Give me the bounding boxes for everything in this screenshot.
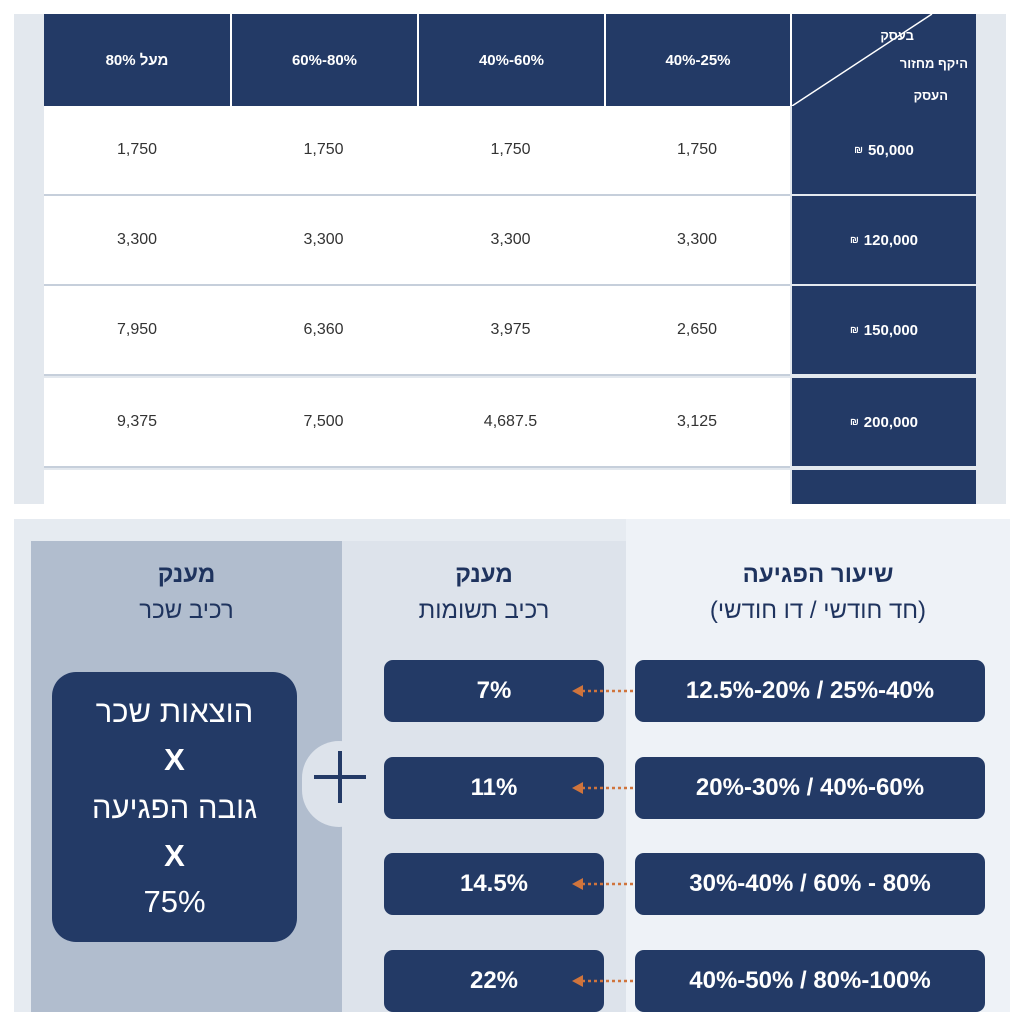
- dotted-arrow-icon: [572, 878, 634, 890]
- corner-label-middle: היקף מחזור: [899, 56, 968, 71]
- damage-rate-range: 40%-50% / 80%-100%: [689, 967, 931, 994]
- inputs-grant-percent: 7%: [476, 677, 512, 704]
- row-header-turnover: ₪ 200,000: [792, 378, 976, 466]
- col-header-label: מעל 80%: [105, 51, 169, 69]
- damage-rate-range: 12.5%-20% / 25%-40%: [685, 677, 935, 704]
- col-header-60-80: 60%-80%: [230, 14, 417, 106]
- formula-multiply-sign: X: [164, 742, 185, 777]
- inputs-grant-pill: 22%: [384, 950, 604, 1012]
- row-header-turnover: ₪ 150,000: [792, 286, 976, 374]
- table-row: 3,300 3,300 3,300 3,300 ₪ 120,000: [44, 196, 976, 286]
- row-header-turnover: ₪ 50,000: [792, 106, 976, 194]
- table-cell: 9,375: [116, 413, 158, 430]
- table-cell: 6,360: [303, 321, 344, 338]
- dotted-arrow-icon: [572, 975, 634, 987]
- plus-icon: [314, 751, 366, 803]
- row-background: [44, 286, 790, 376]
- dotted-arrow-icon: [572, 685, 634, 697]
- table-cell: 3,300: [303, 231, 344, 248]
- salary-formula-box: הוצאות שכר X גובה הפגיעה X 75%: [52, 672, 297, 942]
- dotted-arrow-icon: [572, 782, 634, 794]
- table-cell: 1,750: [676, 141, 718, 158]
- turnover-value: 120,000: [863, 231, 919, 249]
- formula-percent: 75%: [143, 884, 206, 919]
- row-background: [44, 196, 790, 286]
- grant-calculation-panel: שיעור הפגיעה (חד חודשי / דו חודשי) מענק …: [14, 519, 1010, 1012]
- shekel-icon: ₪: [849, 416, 859, 428]
- row-header-partial: [792, 470, 976, 504]
- table-row: 9,375 7,500 4,687.5 3,125 ₪ 200,000: [44, 378, 976, 468]
- turnover-value: 50,000: [867, 141, 914, 159]
- turnover-value: 150,000: [863, 321, 919, 339]
- inputs-grant-title: מענק: [455, 561, 513, 588]
- corner-label-bottom: העסק: [913, 88, 948, 103]
- table-row: 7,950 6,360 3,975 2,650 ₪ 150,000: [44, 286, 976, 376]
- shekel-icon: ₪: [854, 144, 863, 156]
- formula-damage-level: גובה הפגיעה: [91, 790, 258, 825]
- col-header-label: 40%-25%: [665, 51, 731, 69]
- damage-rate-title: שיעור הפגיעה: [742, 561, 894, 588]
- damage-rate-subtitle: (חד חודשי / דו חודשי): [709, 597, 927, 624]
- col-header-label: 60%-80%: [291, 51, 358, 69]
- table-cell: 4,687.5: [483, 413, 538, 430]
- damage-rate-range: 30%-40% / 60% - 80%: [689, 870, 931, 897]
- row-background: [44, 106, 790, 196]
- table-cell: 7,950: [116, 321, 158, 338]
- col-header-over-80: מעל 80%: [44, 14, 230, 106]
- damage-rate-pill: 20%-30% / 40%-60%: [635, 757, 985, 819]
- col-header-25-40: 40%-25%: [604, 14, 790, 106]
- corner-header: בעסק היקף מחזור העסק: [790, 14, 976, 106]
- table-cell: 3,125: [676, 413, 718, 430]
- damage-rate-range: 20%-30% / 40%-60%: [695, 774, 925, 801]
- diagonal-divider: [792, 14, 933, 106]
- corner-label-top: בעסק: [880, 28, 914, 43]
- table-cell: 3,300: [676, 231, 718, 248]
- row-header-turnover: ₪ 120,000: [792, 196, 976, 284]
- row-background: [44, 378, 790, 468]
- grant-table: מעל 80% 60%-80% 40%-60% 40%-25% בעסק היק…: [44, 14, 976, 504]
- col-header-label: 40%-60%: [478, 51, 545, 69]
- inputs-grant-pill: 11%: [384, 757, 604, 819]
- table-cell: 1,750: [303, 141, 344, 158]
- inputs-grant-percent: 14.5%: [459, 870, 529, 897]
- damage-rate-pill: 12.5%-20% / 25%-40%: [635, 660, 985, 722]
- table-cell: 1,750: [490, 141, 531, 158]
- table-cell: 7,500: [303, 413, 344, 430]
- row-background: [44, 470, 790, 504]
- table-cell: 1,750: [116, 141, 158, 158]
- shekel-icon: ₪: [849, 324, 859, 336]
- salary-grant-subtitle: רכיב שכר: [139, 597, 234, 624]
- turnover-value: 200,000: [863, 413, 919, 431]
- table-row: 1,750 1,750 1,750 1,750 ₪ 50,000: [44, 106, 976, 196]
- table-cell: 2,650: [676, 321, 718, 338]
- inputs-grant-pill: 7%: [384, 660, 604, 722]
- shekel-icon: ₪: [849, 234, 859, 246]
- inputs-grant-percent: 22%: [469, 967, 519, 994]
- damage-rate-pill: 40%-50% / 80%-100%: [635, 950, 985, 1012]
- salary-grant-title: מענק: [157, 561, 216, 588]
- col-header-40-60: 40%-60%: [417, 14, 604, 106]
- inputs-grant-subtitle: רכיב תשומות: [418, 597, 550, 624]
- damage-rate-pill: 30%-40% / 60% - 80%: [635, 853, 985, 915]
- inputs-grant-percent: 11%: [470, 774, 518, 801]
- top-table-panel: מעל 80% 60%-80% 40%-60% 40%-25% בעסק היק…: [14, 14, 1006, 504]
- inputs-grant-pill: 14.5%: [384, 853, 604, 915]
- formula-salary-expenses: הוצאות שכר: [95, 694, 254, 729]
- table-cell: 3,300: [490, 231, 531, 248]
- table-cell: 3,300: [116, 231, 158, 248]
- table-row-partial: [44, 470, 976, 504]
- table-cell: 3,975: [490, 321, 531, 338]
- formula-multiply-sign: X: [164, 838, 185, 873]
